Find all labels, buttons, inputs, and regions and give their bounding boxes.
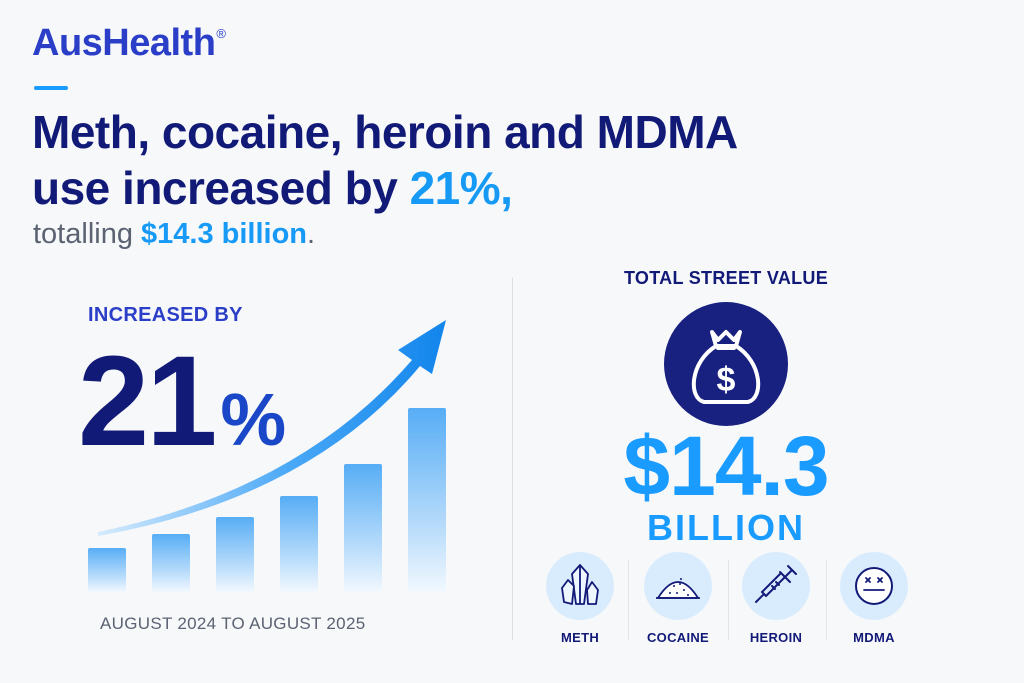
- drug-item-cocaine: COCAINE: [636, 552, 720, 645]
- money-bag-icon: $: [691, 330, 761, 404]
- growth-bar-4: [280, 496, 318, 592]
- drug-icon-badge: [644, 552, 712, 620]
- drug-label-meth: METH: [560, 630, 600, 645]
- headline-line-2: use increased by: [32, 162, 410, 214]
- headline: Meth, cocaine, heroin and MDMA use increa…: [32, 104, 738, 216]
- drug-label-heroin: HEROIN: [749, 630, 803, 645]
- subheadline: totalling $14.3 billion.: [33, 218, 315, 251]
- drug-item-meth: METH: [538, 552, 622, 645]
- accent-rule: [34, 86, 68, 90]
- drug-divider: [628, 560, 629, 640]
- headline-line-1: Meth, cocaine, heroin and MDMA: [32, 106, 738, 158]
- growth-bar-1: [88, 548, 126, 592]
- street-value-amount: $14.3: [623, 419, 829, 513]
- street-value-label: TOTAL STREET VALUE: [623, 268, 829, 288]
- drug-icon-badge: [742, 552, 810, 620]
- brand-name: AusHealth: [32, 22, 216, 64]
- subheadline-suffix: .: [307, 218, 316, 250]
- drug-label-mdma: MDMA: [853, 630, 895, 645]
- svg-text:$: $: [717, 361, 736, 399]
- crystal-icon: [561, 564, 599, 605]
- subheadline-prefix: totalling: [33, 218, 142, 250]
- increase-number: 21: [78, 330, 217, 473]
- drug-icon-badge: [546, 552, 614, 620]
- growth-bar-3: [216, 517, 254, 592]
- increase-percent-sign: %: [220, 378, 287, 461]
- growth-bar-6: [408, 408, 446, 592]
- brand-logo: AusHealth®: [32, 22, 226, 65]
- drug-item-heroin: HEROIN: [734, 552, 818, 645]
- growth-graphic: [88, 320, 446, 592]
- drug-label-cocaine: COCAINE: [646, 630, 710, 645]
- drug-divider: [728, 560, 729, 640]
- drug-item-mdma: MDMA: [832, 552, 916, 645]
- increase-value: 21%: [78, 338, 286, 484]
- increase-label: INCREASED BY: [88, 304, 243, 326]
- growth-bar-5: [344, 464, 382, 592]
- period-label: AUGUST 2024 TO AUGUST 2025: [100, 614, 366, 633]
- powder-pile-icon: [656, 578, 700, 599]
- growth-bar-2: [152, 534, 190, 592]
- drug-icon-badge: [840, 552, 908, 620]
- pill-icon: [855, 567, 893, 605]
- registered-mark: ®: [216, 26, 226, 41]
- headline-highlight: 21%,: [409, 162, 513, 214]
- subheadline-highlight: $14.3 billion: [141, 218, 308, 250]
- drug-divider: [826, 560, 827, 640]
- syringe-icon: [755, 565, 797, 603]
- money-bag-badge: $: [664, 302, 788, 426]
- street-value-unit: BILLION: [647, 507, 805, 548]
- section-divider: [512, 278, 513, 640]
